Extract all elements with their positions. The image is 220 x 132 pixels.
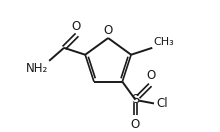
Text: O: O bbox=[72, 20, 81, 33]
Text: CH₃: CH₃ bbox=[153, 37, 174, 47]
Text: Cl: Cl bbox=[157, 97, 168, 110]
Text: S: S bbox=[131, 93, 140, 106]
Text: O: O bbox=[131, 118, 140, 131]
Text: O: O bbox=[104, 24, 113, 37]
Text: O: O bbox=[147, 69, 156, 82]
Text: NH₂: NH₂ bbox=[26, 62, 48, 75]
